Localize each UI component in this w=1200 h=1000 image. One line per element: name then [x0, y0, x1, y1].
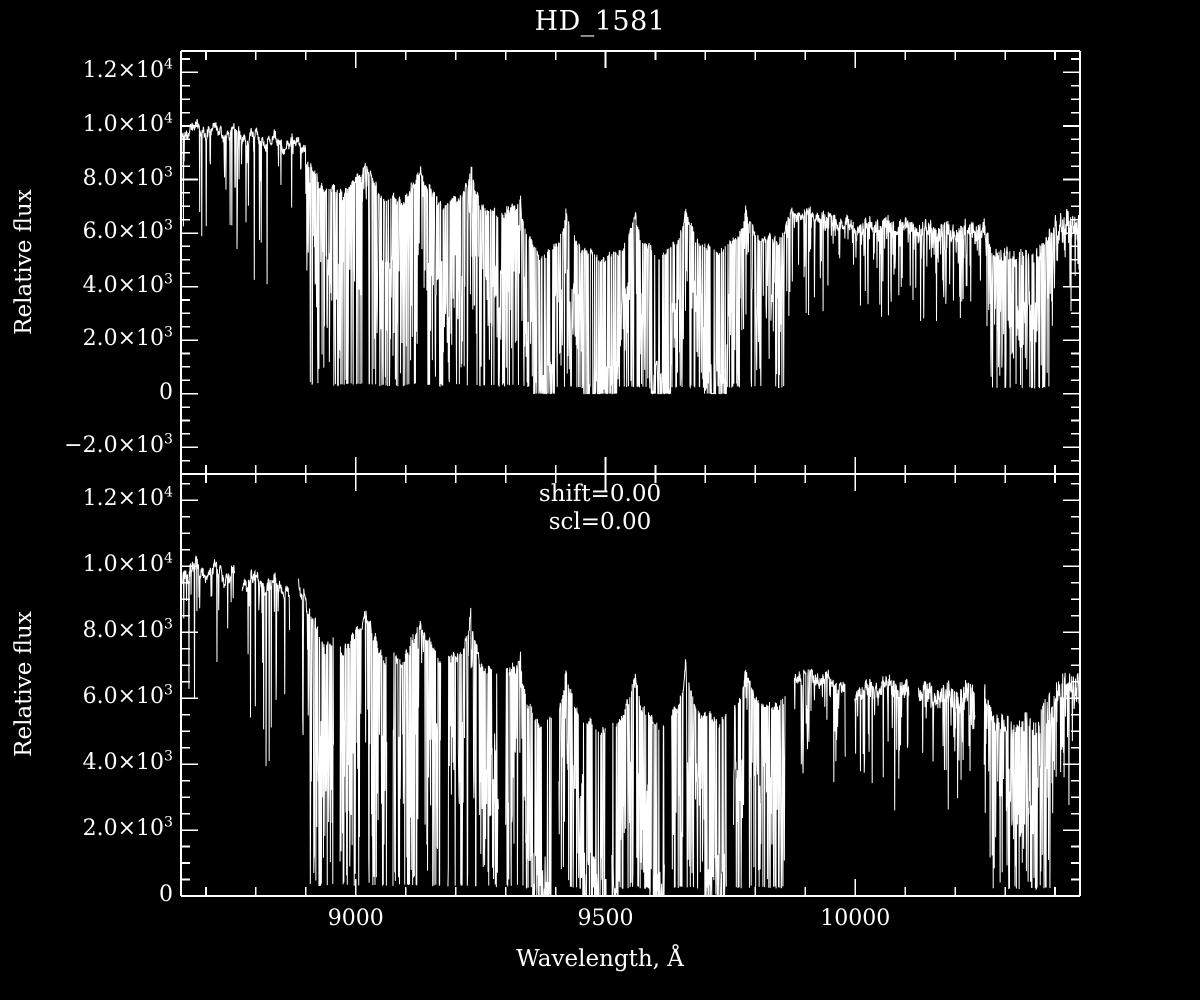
y-tick-label: 6.0×103: [82, 217, 173, 245]
y-tick-label: 0: [159, 379, 173, 405]
y-tick-label: 6.0×103: [82, 682, 173, 710]
spectrum-trace: [558, 670, 606, 898]
spectrum-trace: [793, 668, 846, 783]
spectrum-trace: [180, 555, 236, 698]
x-tick-label: 9000: [327, 906, 384, 931]
spectrum-trace: [611, 673, 665, 897]
spectrum-trace: [447, 607, 499, 888]
spectrum-trace: [733, 669, 786, 889]
page-title: HD_1581: [534, 6, 666, 37]
spectrum-trace: [241, 569, 291, 766]
y-tick-label: 8.0×103: [82, 164, 173, 191]
y-tick-label: −2.0×103: [64, 431, 173, 459]
bottom-panel: [180, 473, 1081, 898]
y-tick-label: 1.2×104: [82, 57, 173, 84]
y-tick-label: 4.0×103: [82, 271, 173, 298]
spectrum-trace: [671, 659, 727, 897]
spectrum-trace: [297, 577, 334, 886]
y-tick-label: 8.0×103: [82, 616, 173, 644]
spectrum-trace: [392, 620, 442, 887]
spectrum-trace: [983, 672, 1081, 891]
top-panel: [180, 50, 1081, 475]
y-tick-label: 1.0×104: [82, 550, 173, 578]
y-tick-label: 2.0×103: [82, 814, 173, 842]
y-tick-label: 0: [159, 882, 173, 907]
x-tick-label: 10000: [820, 906, 891, 931]
y-tick-label: 4.0×103: [82, 748, 173, 776]
spectrum-trace: [180, 119, 1081, 395]
shift-annotation: shift=0.00: [538, 481, 662, 507]
y-tick-label: 1.0×104: [82, 110, 173, 137]
y-axis-title-top: Relative flux: [11, 188, 37, 335]
spectrum-trace: [854, 674, 910, 811]
y-tick-label: 1.2×104: [82, 485, 173, 512]
spectrum-trace: [505, 651, 552, 897]
y-tick-label: 2.0×103: [82, 324, 173, 352]
spectrum-trace: [339, 610, 388, 886]
x-axis-title: Wavelength, Å: [516, 946, 684, 972]
scl-annotation: scl=0.00: [548, 509, 652, 535]
y-axis-title-bottom: Relative flux: [11, 611, 37, 757]
x-tick-label: 9500: [577, 906, 634, 931]
spectrum-trace: [918, 680, 976, 810]
